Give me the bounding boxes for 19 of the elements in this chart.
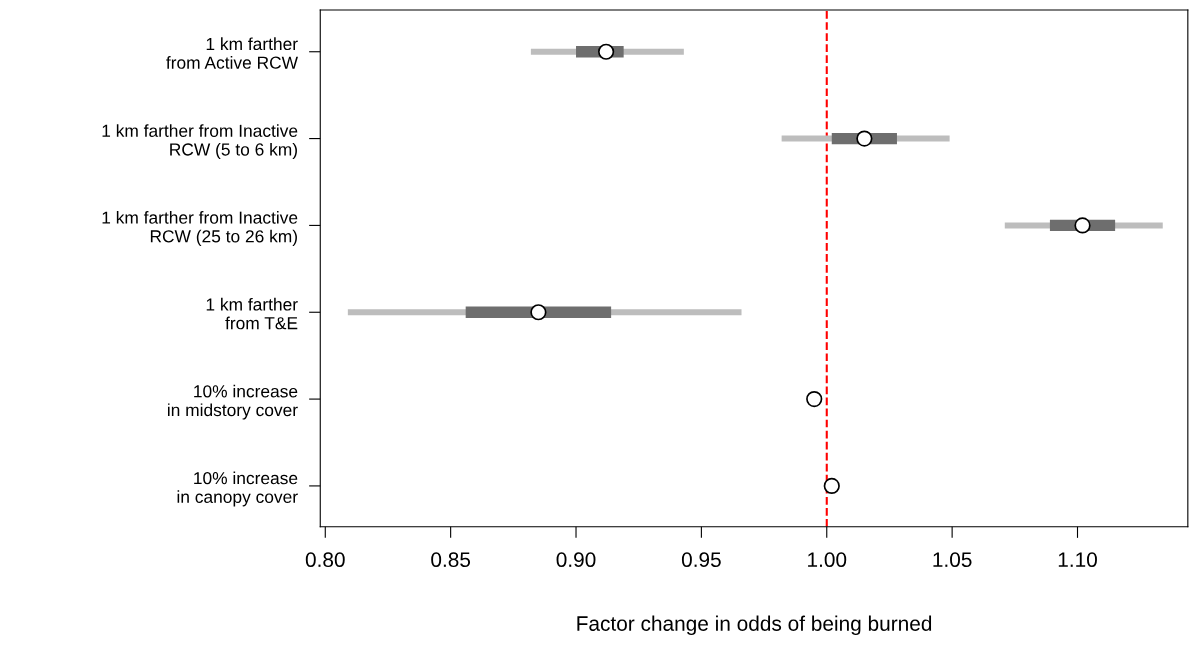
- point: [1074, 217, 1091, 234]
- y-tick-label: 1 km farther from Inactive RCW (25 to 26 km): [102, 211, 298, 246]
- point: [597, 43, 615, 60]
- y-tick-label: 10% increase in canopy cover: [177, 471, 298, 507]
- point: [856, 130, 873, 147]
- x-tick-label: 1.05: [933, 552, 972, 568]
- x-axis-title: Factor change in odds of being burned: [577, 615, 932, 636]
- y-tick-label: 1 km farther from T&E: [206, 297, 298, 330]
- x-tick-label: 0.90: [556, 552, 596, 568]
- x-tick-label: 1.10: [1058, 552, 1097, 568]
- y-tick-label: 1 km farther from Active RCW: [166, 37, 298, 69]
- x-tick-label: 0.95: [681, 552, 721, 568]
- x-tick-label: 0.80: [305, 552, 345, 568]
- y-tick-label: 1 km farther from Inactive RCW (5 to 6 km): [102, 124, 298, 160]
- point: [530, 304, 547, 321]
- x-tick-label: 1.00: [808, 552, 847, 568]
- x-tick-label: 0.85: [431, 552, 471, 568]
- y-tick-label: 10% increase in midstory cover: [168, 384, 298, 420]
- point: [823, 477, 840, 495]
